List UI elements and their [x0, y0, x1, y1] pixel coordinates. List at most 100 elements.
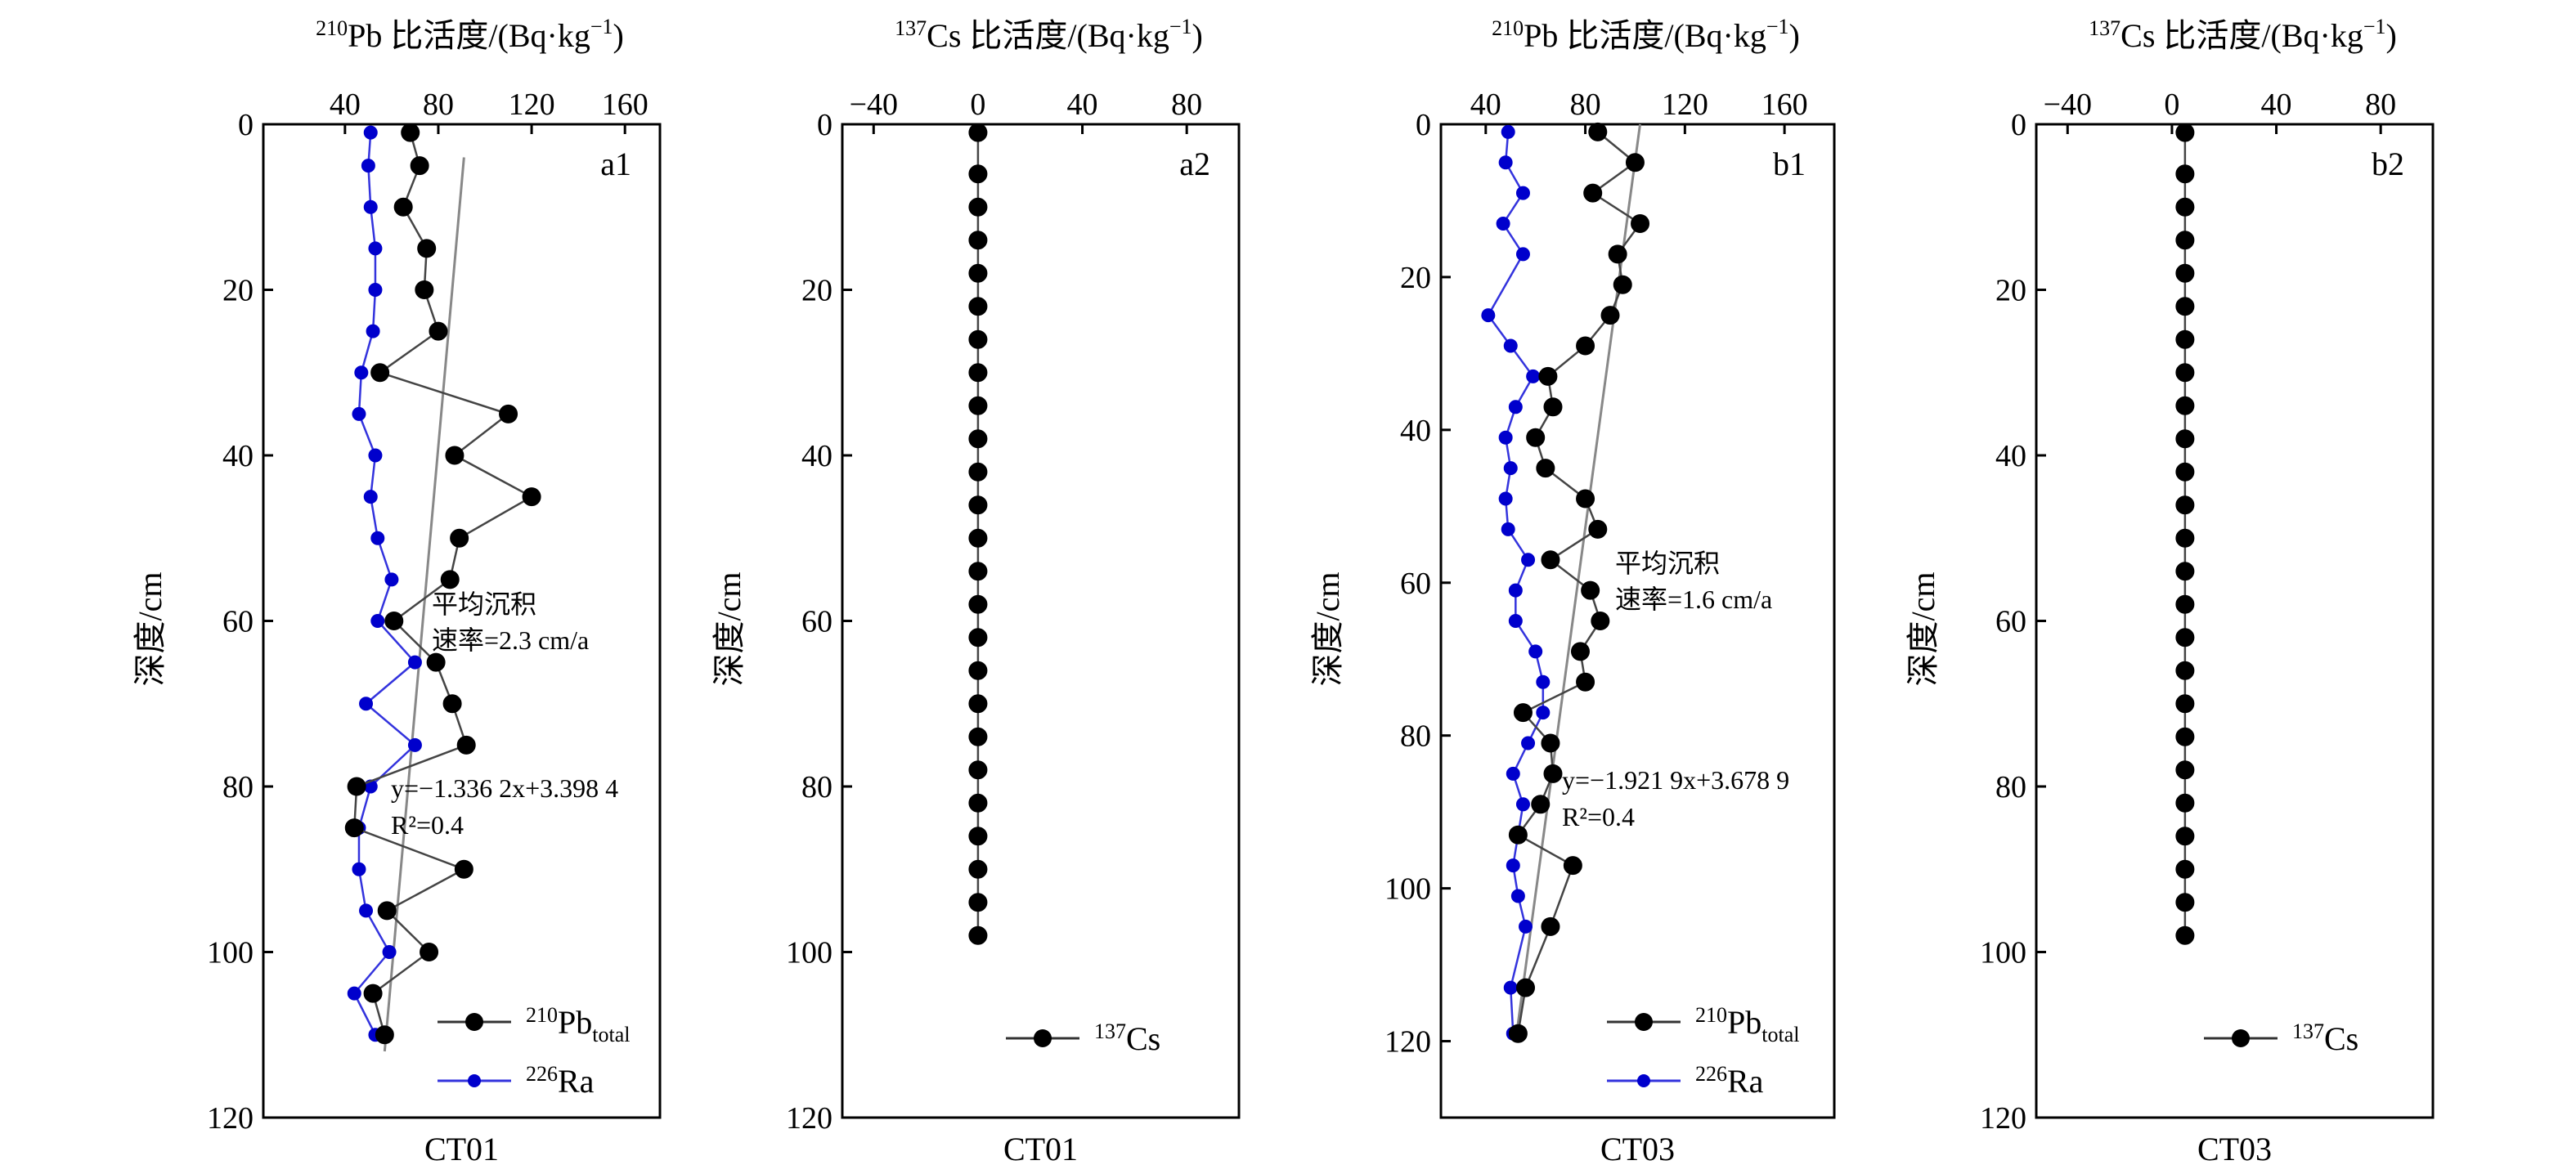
- data-point: [352, 862, 366, 876]
- annotation-line: 平均沉积: [432, 589, 536, 619]
- y-axis-ticks: 0 20 40 60 80 100 120: [1384, 108, 1451, 1060]
- legend-marker: [1635, 1013, 1653, 1031]
- data-point: [1508, 825, 1528, 845]
- data-point: [347, 777, 366, 796]
- data-point: [415, 280, 434, 299]
- legend-label: 210Pbtotal: [526, 1003, 630, 1046]
- x-tick-label: 40: [330, 87, 361, 122]
- legend-subscript: total: [1761, 1023, 1799, 1046]
- legend: 210Pbtotal 226Ra: [1607, 1003, 1799, 1100]
- data-point: [377, 901, 397, 921]
- data-point: [2175, 396, 2195, 415]
- y-tick-label: 60: [1995, 605, 2026, 639]
- site-label: CT01: [1003, 1131, 1078, 1165]
- data-point: [363, 984, 383, 1003]
- y-tick-label: 100: [786, 936, 832, 970]
- element-symbol: Cs: [927, 17, 969, 54]
- data-point: [2175, 628, 2195, 647]
- data-point: [368, 283, 383, 297]
- data-point: [2175, 727, 2195, 746]
- x-tick-label: 120: [509, 87, 555, 122]
- series-line: [1487, 132, 1545, 1034]
- y-axis-title: 深度/cm: [132, 572, 168, 687]
- data-point: [2175, 793, 2195, 813]
- plot-frame: [841, 123, 1241, 1119]
- data-point: [1531, 795, 1551, 814]
- y-tick-label: 0: [817, 108, 832, 142]
- y-tick-label: 120: [786, 1101, 832, 1136]
- data-point: [1608, 244, 1627, 264]
- data-point: [370, 614, 385, 628]
- data-point: [384, 572, 399, 587]
- legend-element: Ra: [1727, 1063, 1764, 1100]
- data-point: [354, 365, 369, 380]
- y-tick-label: 0: [1416, 108, 1431, 142]
- data-point: [442, 694, 462, 714]
- data-point: [363, 490, 378, 504]
- data-point: [2175, 893, 2195, 912]
- x-tick-label: 80: [1171, 87, 1202, 122]
- legend-element: Cs: [2324, 1020, 2358, 1057]
- data-point: [1521, 736, 1536, 751]
- data-point: [368, 448, 383, 463]
- data-point: [2175, 123, 2195, 142]
- top-axis-title: 210Pb 比活度/(Bq·kg−1): [316, 15, 624, 54]
- site-label: CT01: [424, 1131, 499, 1165]
- data-point: [1501, 124, 1515, 139]
- x-tick-label: 160: [602, 87, 648, 122]
- data-point: [968, 462, 988, 482]
- top-axis-ticks: −40 0 40 80: [2044, 87, 2396, 134]
- data-point: [2175, 164, 2195, 184]
- x-tick-label: 160: [1761, 87, 1808, 122]
- data-point: [2175, 231, 2195, 250]
- data-point: [522, 487, 541, 507]
- data-point: [384, 612, 404, 630]
- closing-paren: ): [1789, 17, 1800, 54]
- top-axis-ticks: −40 0 40 80: [850, 87, 1202, 134]
- data-point: [1591, 612, 1610, 630]
- data-point: [1498, 491, 1513, 506]
- annotation-line: 平均沉积: [1615, 549, 1720, 578]
- x-tick-label: 40: [1470, 87, 1501, 122]
- data-point: [1541, 733, 1560, 753]
- data-point: [968, 329, 988, 349]
- legend-marker: [465, 1013, 483, 1031]
- data-point: [2175, 562, 2195, 581]
- data-point: [1526, 369, 1541, 383]
- data-point: [968, 793, 988, 813]
- y-tick-label: 80: [1995, 770, 2026, 804]
- x-tick-label: 80: [423, 87, 454, 122]
- data-point: [1536, 706, 1551, 720]
- top-axis-ticks: 40 80 120 160: [330, 87, 648, 134]
- legend-marker: [1637, 1074, 1650, 1087]
- data-point: [454, 859, 473, 879]
- y-axis-title: 深度/cm: [1309, 572, 1346, 687]
- data-point: [370, 363, 390, 383]
- legend-subscript: total: [592, 1023, 630, 1046]
- data-point: [2175, 760, 2195, 780]
- data-point: [456, 735, 476, 755]
- legend-marker: [1034, 1029, 1052, 1047]
- element-symbol: Pb: [1524, 17, 1566, 54]
- data-point: [1570, 642, 1590, 661]
- data-point: [1631, 214, 1650, 233]
- legend-label: 226Ra: [1695, 1062, 1764, 1100]
- data-point: [1503, 338, 1518, 353]
- y-tick-label: 120: [1384, 1025, 1431, 1060]
- series-line: [1516, 131, 1642, 1034]
- closing-paren: ): [1192, 17, 1203, 54]
- y-tick-label: 20: [1400, 261, 1431, 295]
- data-point: [363, 199, 378, 214]
- data-point: [382, 945, 397, 959]
- regression-line: [383, 157, 465, 1052]
- legend-label: 137Cs: [1094, 1019, 1160, 1057]
- fit-equation: y=−1.336 2x+3.398 4: [391, 773, 618, 803]
- data-point: [1576, 672, 1595, 692]
- data-point: [968, 297, 988, 316]
- x-tick-label: −40: [2044, 87, 2092, 122]
- plot-frame: [2035, 123, 2435, 1119]
- legend-element: Pb: [1727, 1004, 1761, 1041]
- data-point: [2175, 925, 2195, 945]
